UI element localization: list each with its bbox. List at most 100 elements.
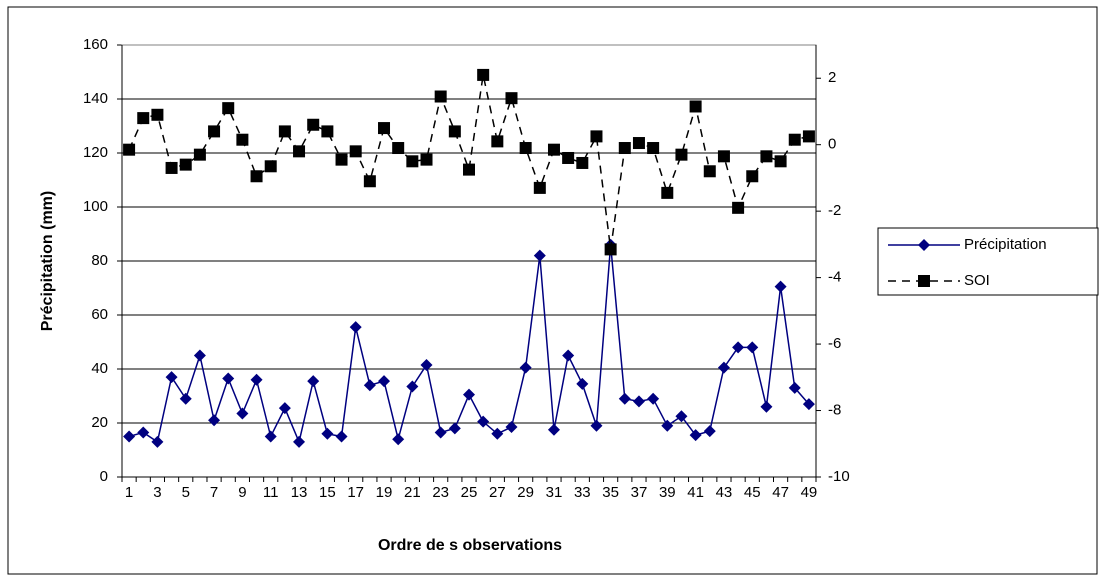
- data-point: [618, 142, 631, 155]
- y2-tick-label: 0: [828, 136, 836, 153]
- data-point: [307, 118, 320, 131]
- data-point: [250, 170, 263, 183]
- x-tick-label: 33: [574, 484, 591, 501]
- data-point: [363, 379, 376, 392]
- data-point: [661, 419, 674, 432]
- x-tick-label: 15: [319, 484, 336, 501]
- data-point: [774, 280, 787, 293]
- y-tick-label: 40: [91, 360, 108, 377]
- data-point: [420, 358, 433, 371]
- data-point: [661, 186, 674, 199]
- data-point: [802, 398, 815, 411]
- data-point: [477, 68, 490, 81]
- data-point: [321, 125, 334, 138]
- data-point: [378, 375, 391, 388]
- data-point: [137, 112, 150, 125]
- data-point: [123, 143, 136, 156]
- data-point: [463, 388, 475, 401]
- data-point: [505, 92, 518, 105]
- data-point: [760, 400, 773, 413]
- x-tick-label: 23: [432, 484, 449, 501]
- y2-tick-label: 2: [828, 69, 836, 86]
- data-point: [378, 122, 391, 135]
- data-point: [236, 407, 249, 420]
- y-tick-label: 80: [91, 252, 108, 269]
- data-point: [533, 249, 546, 262]
- legend-label: SOI: [964, 272, 990, 289]
- data-point: [307, 375, 320, 388]
- data-point: [632, 395, 645, 408]
- y-tick-label: 0: [100, 468, 108, 485]
- y-axis-title: Précipitation (mm): [39, 191, 56, 331]
- data-point: [788, 381, 801, 394]
- x-tick-label: 45: [744, 484, 761, 501]
- x-tick-label: 13: [291, 484, 308, 501]
- x-tick-label: 39: [659, 484, 676, 501]
- x-tick-label: 9: [238, 484, 246, 501]
- data-point: [547, 423, 560, 436]
- x-tick-label: 5: [182, 484, 190, 501]
- data-point: [179, 392, 192, 405]
- data-point: [434, 90, 447, 103]
- y2-tick-label: -8: [828, 402, 841, 419]
- data-point: [689, 429, 702, 442]
- x-tick-label: 29: [517, 484, 534, 501]
- data-point: [335, 153, 348, 166]
- legend-label: Précipitation: [964, 236, 1047, 253]
- data-point: [802, 130, 815, 143]
- data-point: [703, 425, 716, 438]
- legend-frame: [877, 227, 1099, 296]
- legend-marker: [918, 239, 930, 251]
- data-point: [123, 430, 136, 443]
- data-point: [463, 163, 475, 176]
- x-tick-label: 41: [687, 484, 704, 501]
- data-point: [562, 349, 575, 362]
- data-point: [618, 392, 631, 405]
- data-point: [647, 392, 660, 405]
- data-point: [392, 142, 405, 155]
- x-tick-label: 21: [404, 484, 421, 501]
- data-point: [774, 155, 787, 168]
- y-tick-label: 20: [91, 414, 108, 431]
- x-tick-label: 31: [546, 484, 563, 501]
- x-tick-label: 37: [631, 484, 648, 501]
- data-point: [576, 377, 589, 390]
- x-tick-label: 3: [153, 484, 161, 501]
- data-point: [392, 433, 405, 446]
- data-point: [448, 125, 461, 138]
- data-point: [675, 148, 688, 161]
- data-point: [208, 125, 221, 138]
- y-tick-label: 160: [83, 36, 108, 53]
- data-point: [349, 321, 362, 334]
- data-point: [222, 102, 235, 115]
- y-tick-label: 140: [83, 90, 108, 107]
- data-point: [151, 108, 164, 121]
- x-tick-label: 35: [602, 484, 619, 501]
- data-point: [193, 349, 206, 362]
- data-point: [179, 158, 192, 171]
- y-tick-label: 120: [83, 144, 108, 161]
- data-point: [406, 155, 419, 168]
- data-point: [293, 435, 306, 448]
- data-point: [632, 137, 645, 150]
- data-point: [519, 142, 532, 155]
- data-point: [604, 243, 617, 256]
- data-point: [689, 100, 702, 113]
- data-point: [448, 422, 461, 435]
- data-point: [137, 426, 150, 439]
- x-tick-label: 1: [125, 484, 133, 501]
- data-point: [675, 410, 688, 423]
- data-point: [165, 371, 178, 384]
- y2-tick-label: -4: [828, 269, 841, 286]
- data-point: [264, 160, 277, 173]
- x-tick-label: 17: [347, 484, 364, 501]
- data-point: [208, 414, 221, 427]
- y2-tick-label: -10: [828, 468, 850, 485]
- x-tick-label: 47: [772, 484, 789, 501]
- data-point: [732, 341, 745, 354]
- data-point: [335, 430, 348, 443]
- x-axis-title: Ordre de s observations: [378, 537, 562, 554]
- data-point: [278, 125, 291, 138]
- data-point: [293, 145, 306, 158]
